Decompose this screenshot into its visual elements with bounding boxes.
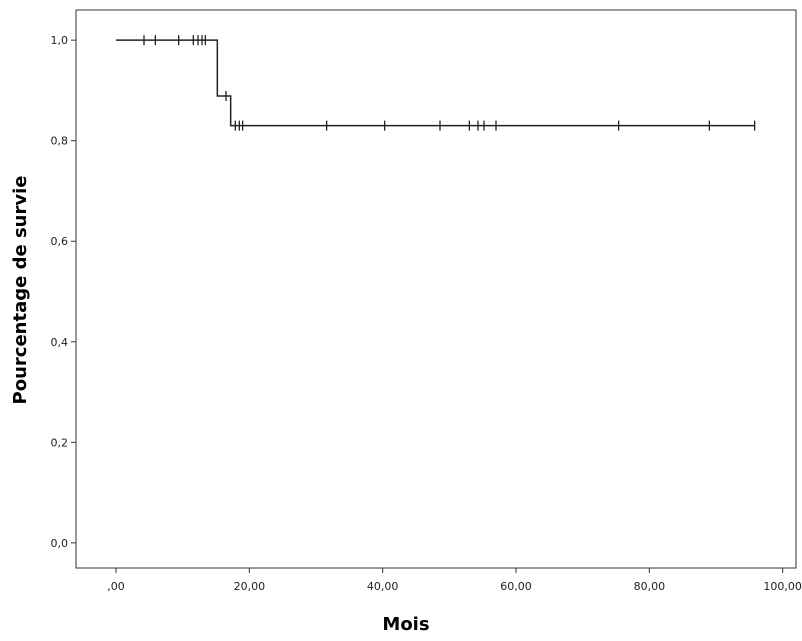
y-tick-label: 0,2 (51, 436, 69, 449)
survival-series (116, 35, 756, 131)
y-tick-label: 0,6 (51, 235, 69, 248)
x-axis-title: Mois (382, 614, 429, 635)
y-tick-label: 0,0 (51, 537, 69, 550)
x-tick-label: 40,00 (367, 580, 399, 593)
x-tick-label: 20,00 (234, 580, 266, 593)
x-tick-label: ,00 (107, 580, 125, 593)
y-tick-label: 0,4 (51, 336, 69, 349)
x-tick-label: 100,00 (763, 580, 802, 593)
y-axis-title: Pourcentage de survie (10, 176, 31, 405)
survival-curve (116, 39, 755, 127)
y-tick-label: 0,8 (51, 135, 69, 148)
plot-frame (75, 9, 797, 569)
x-tick-label: 80,00 (634, 580, 666, 593)
y-tick-label: 1,0 (51, 34, 69, 47)
axis-ticks: 0,0 0,2 0,4 0,6 0,8 1,0 ,00 20,00 40,00 60,00 80,0… (51, 34, 802, 593)
x-tick-label: 60,00 (500, 580, 532, 593)
